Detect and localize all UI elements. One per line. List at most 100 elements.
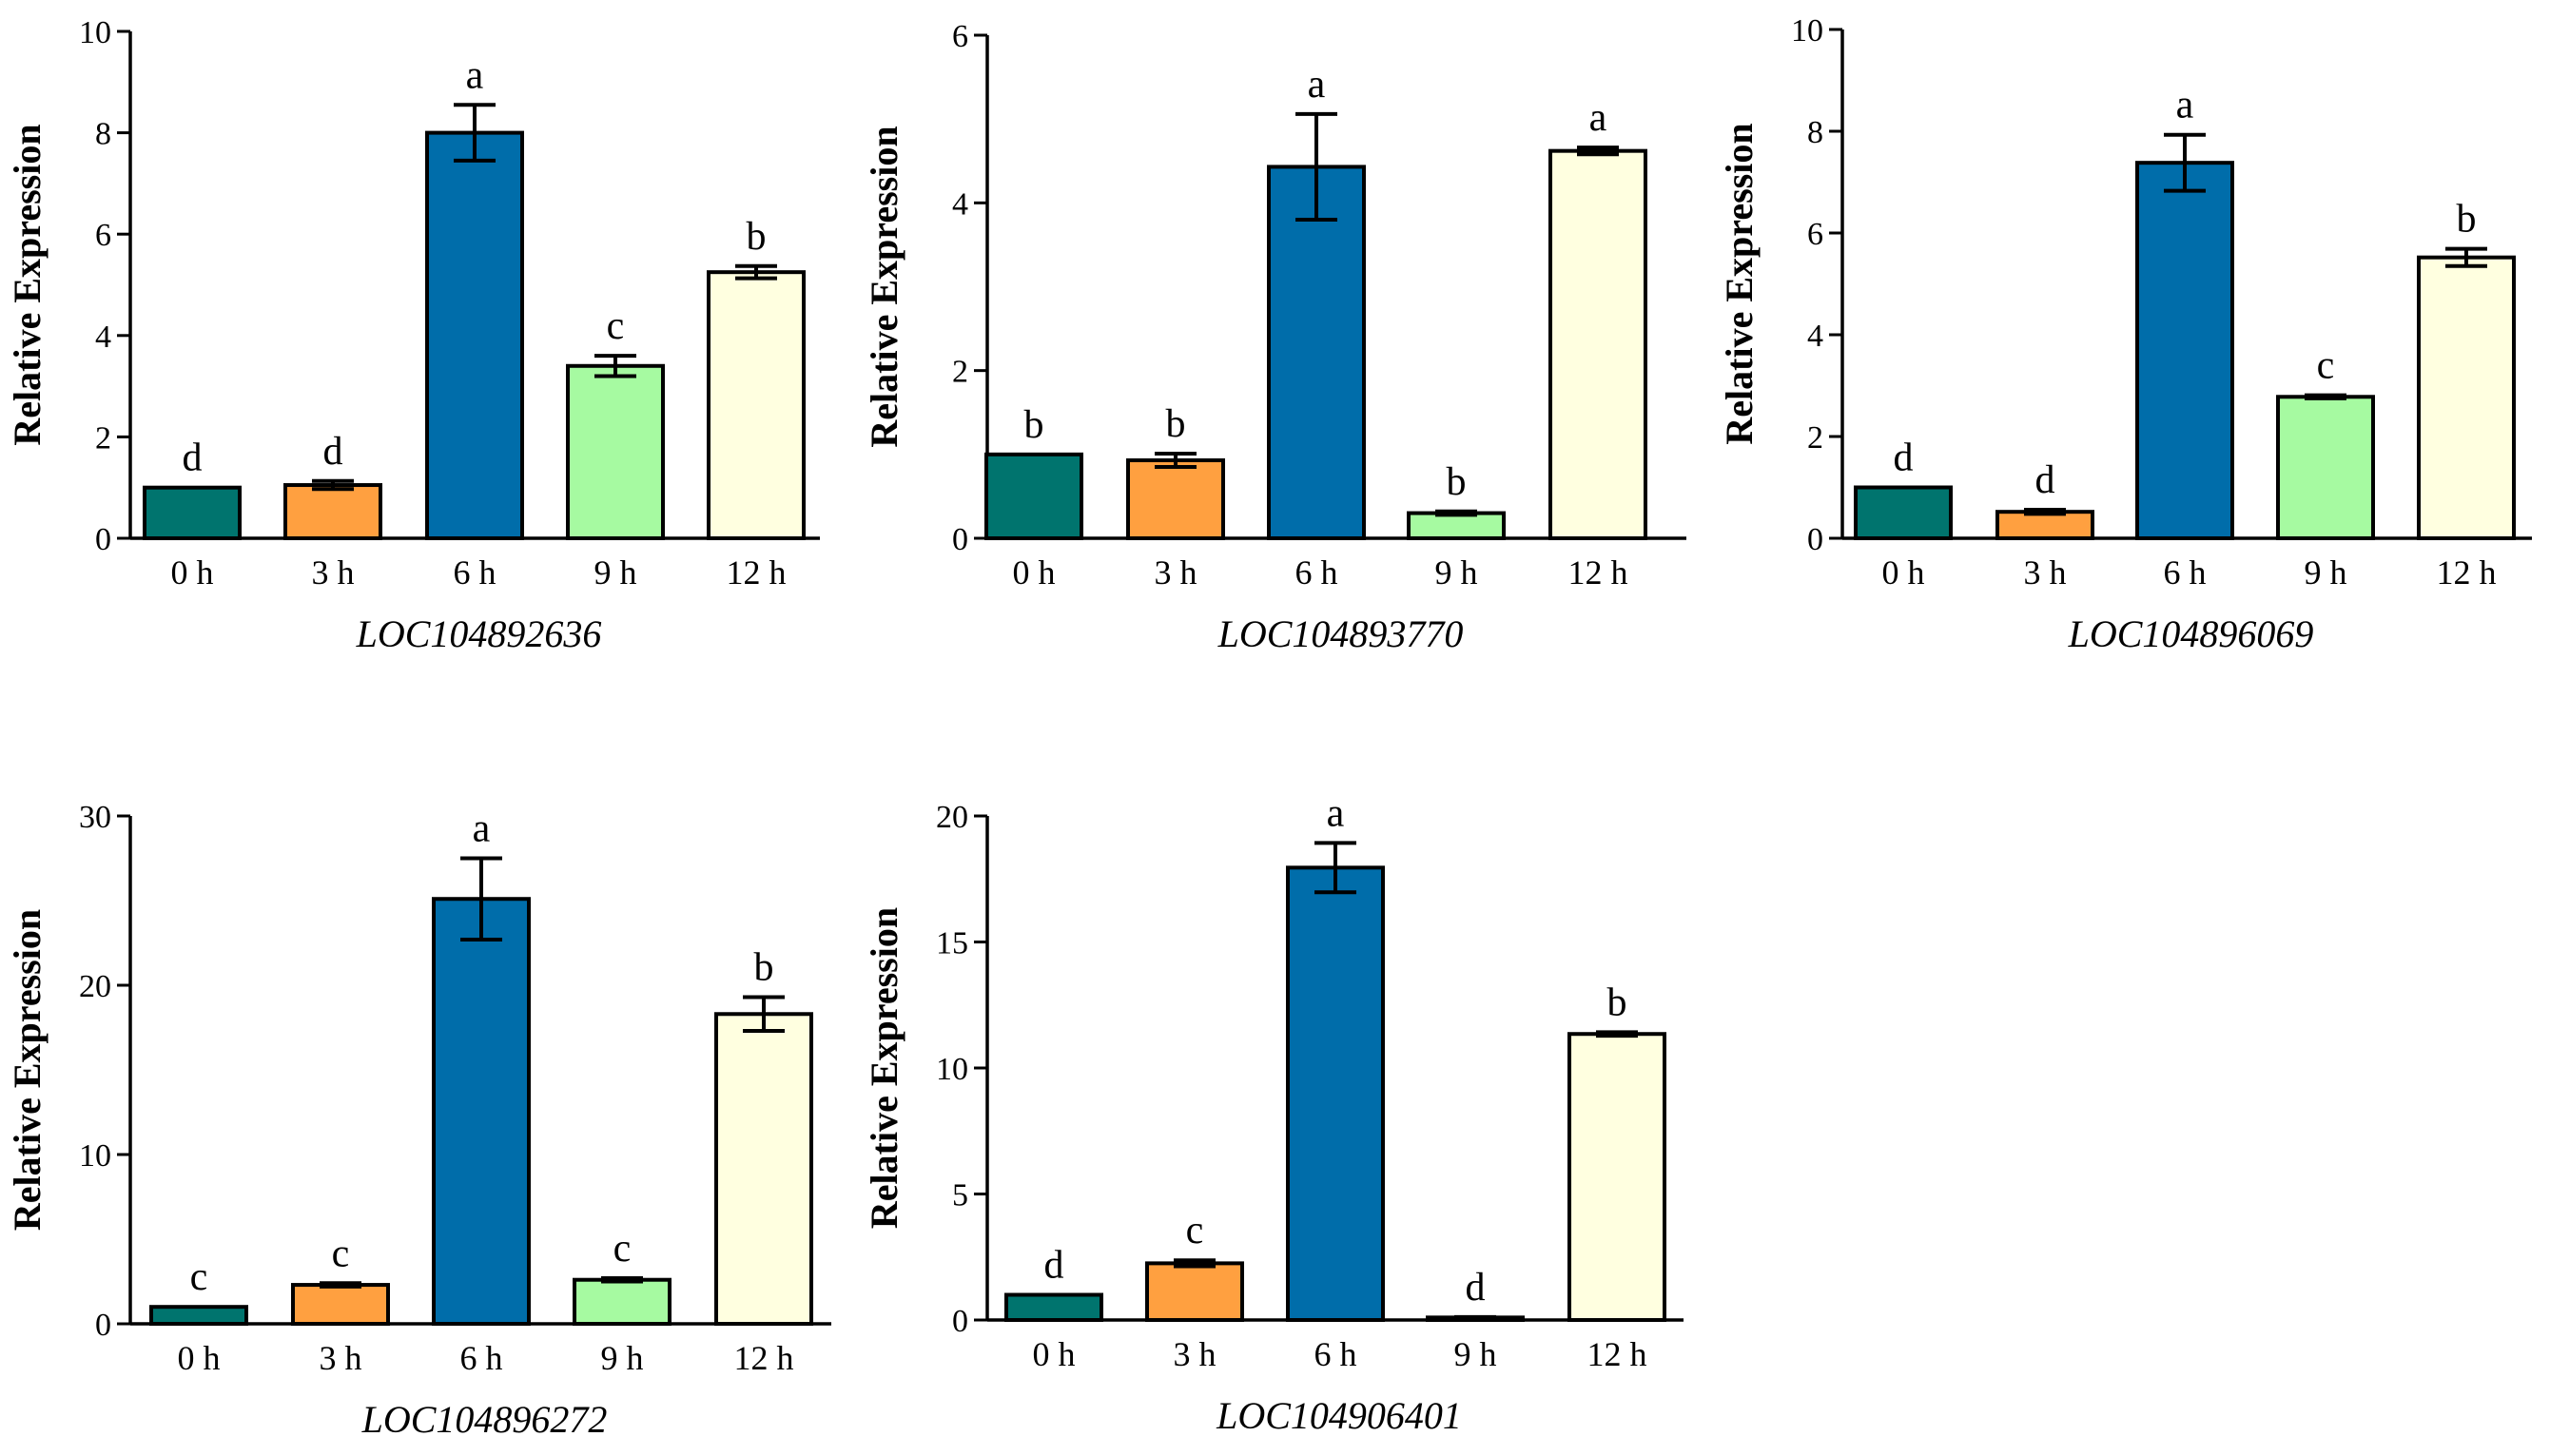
significance-letter: a [2176,84,2194,127]
x-tick-label: 9 h [601,1339,644,1377]
y-tick-label: 10 [79,15,111,50]
significance-letter: a [1327,791,1345,835]
y-tick-label: 4 [1807,319,1823,354]
bar-3h [1145,1261,1244,1322]
x-tick-label: 9 h [1435,553,1478,592]
bar-12h [1548,148,1647,540]
x-tick-label: 9 h [1454,1335,1497,1373]
bar-12h [714,1012,813,1326]
y-tick-label: 2 [95,420,111,456]
bar-0h [149,1305,248,1326]
bar-3h [291,1283,390,1327]
significance-letter: b [1166,402,1186,446]
x-tick-label: 12 h [1587,1335,1647,1373]
y-tick-label: 6 [1807,217,1823,252]
x-tick-label: 6 h [460,1339,503,1377]
bar-9h [1407,511,1506,540]
significance-letter: c [607,304,625,348]
x-tick-label: 12 h [734,1339,794,1377]
significance-letter: b [747,215,767,259]
significance-letter: c [2317,344,2335,388]
x-tick-label: 9 h [594,553,637,592]
x-tick-label: 6 h [454,553,496,592]
y-tick-label: 30 [79,800,111,835]
y-tick-label: 2 [952,355,968,390]
bar-9h [566,363,665,540]
panel-loc104896069: 0 2 4 6 8 10 Relative Expression d 0 h d 3 h a 6 h c 9… [1718,13,2532,655]
significance-letter: d [2035,458,2055,502]
significance-letter: d [183,437,203,480]
panel-loc104906401: 0 5 10 15 20 Relative Expression d 0 h c 3 h a 6 h d… [863,791,1684,1437]
bar-3h [283,483,382,541]
y-tick-label: 4 [95,320,111,355]
y-tick-label: 8 [1807,115,1823,150]
y-tick-label: 10 [936,1052,968,1087]
x-tick-label: 6 h [2164,553,2207,592]
significance-letter: d [323,430,343,474]
significance-letter: b [754,945,774,989]
significance-letter: c [332,1232,350,1275]
x-tick-label: 9 h [2305,553,2347,592]
significance-letter: d [1894,437,1914,480]
bar-12h [1567,1032,1666,1322]
y-axis-title: Relative Expression [863,907,905,1229]
gene-name: LOC104896069 [2068,612,2314,655]
y-tick-label: 15 [936,926,968,961]
x-tick-label: 0 h [178,1339,221,1377]
bar-9h [2276,395,2375,540]
y-tick-label: 6 [952,19,968,54]
y-tick-label: 0 [95,522,111,557]
y-axis-title: Relative Expression [6,909,49,1231]
x-tick-label: 0 h [1013,553,1056,592]
y-tick-label: 8 [95,117,111,152]
significance-letter: a [466,53,484,97]
x-tick-label: 6 h [1295,553,1338,592]
bar-0h [1004,1292,1103,1322]
gene-name: LOC104893770 [1217,612,1464,655]
bar-12h [707,270,806,540]
bar-12h [2417,255,2516,540]
y-axis-title: Relative Expression [6,124,49,445]
y-tick-label: 20 [79,969,111,1004]
y-tick-label: 6 [95,218,111,253]
y-tick-label: 0 [95,1308,111,1343]
x-tick-label: 3 h [312,553,355,592]
bar-0h [1854,485,1953,540]
bar-6h [425,130,524,540]
significance-letter: b [2457,198,2477,242]
significance-letter: a [473,807,491,851]
y-tick-label: 10 [1791,13,1823,49]
panel-loc104892636: 0 2 4 6 8 10 Relative Expression d 0 h d 3 h a 6 h c 9… [6,15,820,655]
bar-6h [1286,865,1385,1322]
y-tick-label: 0 [952,522,968,557]
significance-letter: d [1044,1244,1064,1288]
x-tick-label: 3 h [320,1339,362,1377]
x-tick-label: 3 h [1155,553,1197,592]
significance-letter: a [1589,96,1607,140]
gene-name: LOC104892636 [356,612,602,655]
bar-6h [2135,161,2234,540]
panel-loc104896272: 0 10 20 30 Relative Expression c 0 h c 3 h a 6 h c 9… [6,800,831,1441]
x-tick-label: 3 h [1174,1335,1217,1373]
gene-name: LOC104896272 [361,1398,608,1441]
x-tick-label: 12 h [1568,553,1628,592]
x-tick-label: 3 h [2024,553,2067,592]
bar-6h [432,897,531,1326]
x-tick-label: 6 h [1314,1335,1357,1373]
significance-letter: c [190,1255,208,1299]
x-tick-label: 12 h [2437,553,2497,592]
bar-3h [1995,510,2094,540]
x-tick-label: 0 h [171,553,214,592]
bar-6h [1267,165,1366,540]
gene-name: LOC104906401 [1216,1394,1462,1437]
significance-letter: c [613,1227,632,1271]
significance-letter: b [1024,403,1044,447]
significance-letter: b [1607,980,1627,1024]
bar-3h [1126,458,1225,541]
panel-loc104893770: 0 2 4 6 Relative Expression b 0 h b 3 h a 6 h b 9 h a… [863,19,1686,655]
y-tick-label: 10 [79,1138,111,1174]
significance-letter: b [1447,460,1467,504]
bar-0h [984,452,1083,541]
y-tick-label: 20 [936,800,968,835]
